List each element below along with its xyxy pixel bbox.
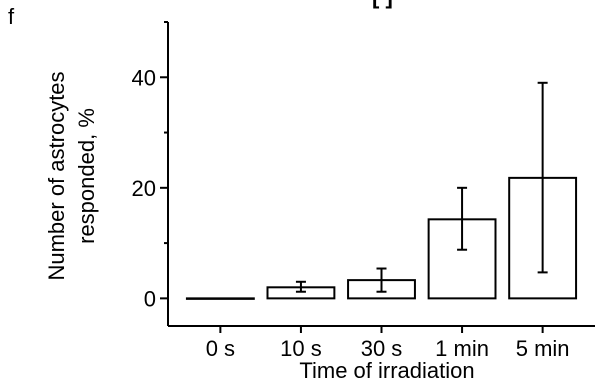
y-ticks: 0 20 40 [132,21,168,311]
x-tick-label: 1 min [435,336,489,361]
plot-area: 0 20 40 0 s 10 s 30 s 1 min 5 min [132,21,595,361]
x-tick-label: 5 min [516,336,570,361]
panel-label: f [8,4,15,29]
bar-0 [185,297,255,300]
top-fragment-text: [ ] [372,0,393,9]
x-axis-label: Time of irradiation [299,358,474,382]
y-axis-label-line1: Number of astrocytes [44,71,69,280]
x-tick-label: 30 s [361,336,403,361]
y-tick-label: 20 [132,176,156,201]
error-bars [295,81,548,293]
x-tick-label: 10 s [280,336,322,361]
y-tick-label: 0 [144,286,156,311]
x-tick-label: 0 s [206,336,235,361]
x-ticks: 0 s 10 s 30 s 1 min 5 min [206,326,570,361]
y-tick-label: 40 [132,65,156,90]
y-axis-label: Number of astrocytes responded, % [44,71,99,280]
y-axis-label-line2: responded, % [74,108,99,244]
